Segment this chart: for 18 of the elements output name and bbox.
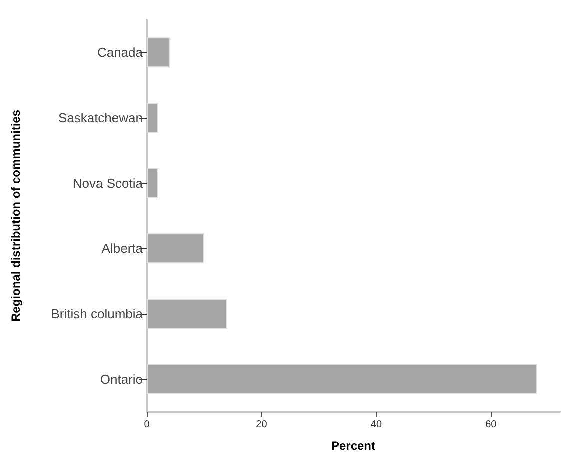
y-axis-title: Regional distribution of communities xyxy=(9,110,23,322)
bar xyxy=(147,299,228,329)
y-tick-label: British columbia xyxy=(51,306,144,322)
x-tick-label: 60 xyxy=(486,420,498,430)
bar xyxy=(147,234,204,264)
bar xyxy=(147,168,158,198)
y-tick-label: Alberta xyxy=(102,241,144,256)
x-tick-label: 0 xyxy=(144,420,150,430)
x-tick-label: 20 xyxy=(256,420,268,430)
y-tick-label: Nova Scotia xyxy=(72,176,144,191)
y-tick-label: Canada xyxy=(97,45,144,60)
y-tick-label: Ontario xyxy=(100,372,143,387)
bar xyxy=(147,103,158,133)
y-tick-label: Saskatchewan xyxy=(58,110,143,126)
x-axis-title: Percent xyxy=(331,439,376,453)
bar xyxy=(147,38,170,68)
x-tick-label: 40 xyxy=(370,420,382,430)
bar xyxy=(147,364,538,394)
